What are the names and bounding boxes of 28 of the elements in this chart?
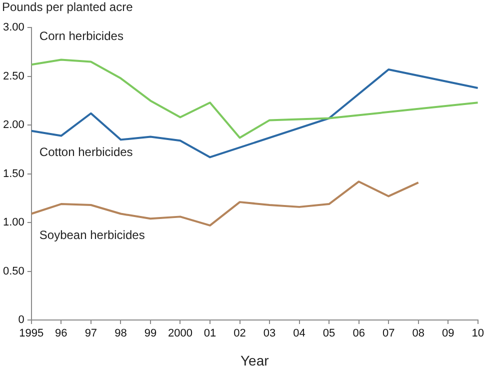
y-axis-title: Pounds per planted acre <box>2 0 133 14</box>
y-tick-label: 1.50 <box>2 168 24 180</box>
y-tick-label: 3.00 <box>2 22 24 34</box>
x-axis-title: Year <box>240 352 270 368</box>
y-tick-label: 0.50 <box>2 265 24 278</box>
x-tick-label: 2000 <box>168 328 192 340</box>
series-label: Corn herbicides <box>39 28 124 43</box>
x-tick-label: 07 <box>382 328 395 340</box>
x-tick-label: 06 <box>352 328 365 340</box>
y-tick-label: 1.00 <box>2 216 24 229</box>
y-tick-label: 2.00 <box>2 119 24 132</box>
x-tick-label: 08 <box>412 328 424 340</box>
x-tick-label: 03 <box>263 328 276 340</box>
x-tick-label: 04 <box>293 328 306 340</box>
x-tick-label: 98 <box>114 328 127 340</box>
y-tick-label: 2.50 <box>2 70 24 82</box>
x-tick-label: 05 <box>322 328 336 340</box>
x-tick-label: 96 <box>55 328 68 340</box>
y-tick-label: 0 <box>18 314 24 326</box>
x-tick-label: 97 <box>84 328 98 340</box>
x-tick-label: 09 <box>442 328 454 340</box>
x-tick-label: 02 <box>234 328 246 340</box>
x-tick-label: 1995 <box>19 328 44 340</box>
series-label: Soybean herbicides <box>39 228 145 242</box>
x-tick-label: 10 <box>472 328 484 340</box>
series-label: Cotton herbicides <box>39 145 133 160</box>
x-tick-label: 99 <box>144 328 157 340</box>
x-tick-label: 01 <box>204 328 216 340</box>
